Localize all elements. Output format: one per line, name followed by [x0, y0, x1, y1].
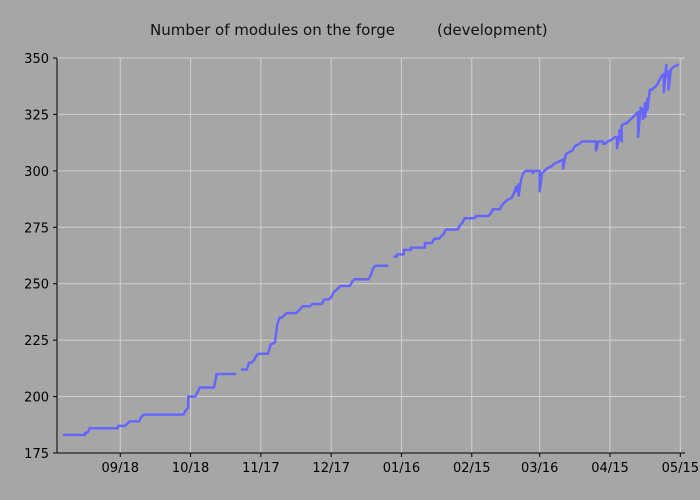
x-tick-label: 01/16: [383, 461, 420, 476]
grid: [57, 57, 685, 454]
y-tick-label: 250: [24, 278, 49, 293]
chart-title: Number of modules on the forge: [150, 21, 395, 39]
x-tick-label: 04/15: [591, 461, 628, 476]
y-tick-label: 325: [24, 108, 49, 123]
series-line-segment: [62, 372, 237, 437]
chart-title-group: Number of modules on the forge (developm…: [150, 21, 548, 39]
chart-subtitle: (development): [437, 21, 548, 39]
y-tick-label: 200: [24, 391, 49, 406]
x-tick-label: 02/15: [453, 461, 490, 476]
y-tick-label: 300: [24, 165, 49, 180]
y-tick-label: 350: [24, 52, 49, 67]
series-line-segment: [393, 63, 680, 258]
x-tick-label: 10/18: [172, 461, 209, 476]
y-tick-label: 225: [24, 334, 49, 349]
x-tick-label: 12/17: [312, 461, 349, 476]
x-tick-label: 11/17: [242, 461, 279, 476]
series-line-segment: [240, 264, 389, 371]
y-tick-label: 175: [24, 447, 49, 462]
y-tick-label: 275: [24, 221, 49, 236]
x-tick-label: 03/16: [521, 461, 558, 476]
x-tick-label: 05/15: [662, 461, 699, 476]
series-layer: [62, 63, 680, 437]
x-tick-label: 09/18: [102, 461, 139, 476]
axes: 175 200 225 250 275 300 325 350 09/18 10/18 11/17 1…: [24, 52, 699, 476]
